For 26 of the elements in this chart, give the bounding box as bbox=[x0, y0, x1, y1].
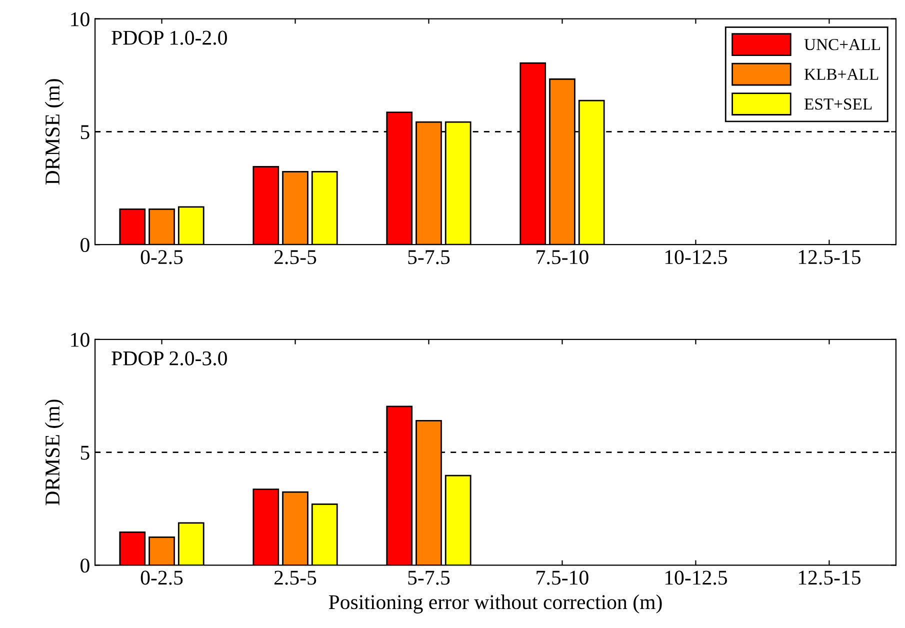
y-tick-label: 10 bbox=[71, 332, 90, 347]
y-tick-label: 5 bbox=[80, 125, 90, 140]
legend-label: KLB+ALL bbox=[804, 68, 878, 80]
y-tick-label: 0 bbox=[80, 558, 90, 573]
x-tick-label: 2.5-5 bbox=[274, 570, 316, 585]
x-tick-label: 5-7.5 bbox=[408, 570, 450, 585]
x-tick-label: 10-12.5 bbox=[665, 250, 728, 264]
x-tick-label: 12.5-15 bbox=[798, 570, 861, 585]
x-tick-label: 7.5-10 bbox=[536, 570, 588, 585]
x-tick-label: 12.5-15 bbox=[798, 250, 861, 264]
annotation: PDOP 2.0-3.0 bbox=[112, 351, 227, 366]
legend-label: EST+SEL bbox=[804, 98, 872, 110]
y-tick-label: 5 bbox=[80, 446, 90, 460]
legend-label: UNC+ALL bbox=[804, 38, 880, 50]
x-tick-label: 10-12.5 bbox=[665, 570, 728, 585]
y-axis-title: DRMSE (m) bbox=[44, 400, 64, 506]
x-tick-label: 2.5-5 bbox=[274, 250, 316, 264]
x-tick-label: 7.5-10 bbox=[536, 250, 588, 264]
y-tick-label: 10 bbox=[71, 12, 90, 26]
y-tick-label: 0 bbox=[80, 238, 90, 252]
x-axis-title: Positioning error without correction (m) bbox=[328, 594, 662, 614]
x-tick-label: 0-2.5 bbox=[140, 250, 183, 264]
annotation: PDOP 1.0-2.0 bbox=[112, 30, 227, 45]
x-tick-label: 5-7.5 bbox=[408, 250, 450, 264]
x-tick-label: 0-2.5 bbox=[140, 570, 183, 585]
y-axis-title: DRMSE (m) bbox=[44, 79, 64, 185]
